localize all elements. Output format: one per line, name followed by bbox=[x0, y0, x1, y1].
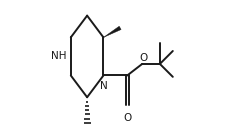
Polygon shape bbox=[103, 26, 121, 37]
Text: N: N bbox=[99, 81, 107, 91]
Text: O: O bbox=[123, 113, 131, 123]
Text: NH: NH bbox=[51, 51, 66, 61]
Text: O: O bbox=[139, 53, 147, 63]
